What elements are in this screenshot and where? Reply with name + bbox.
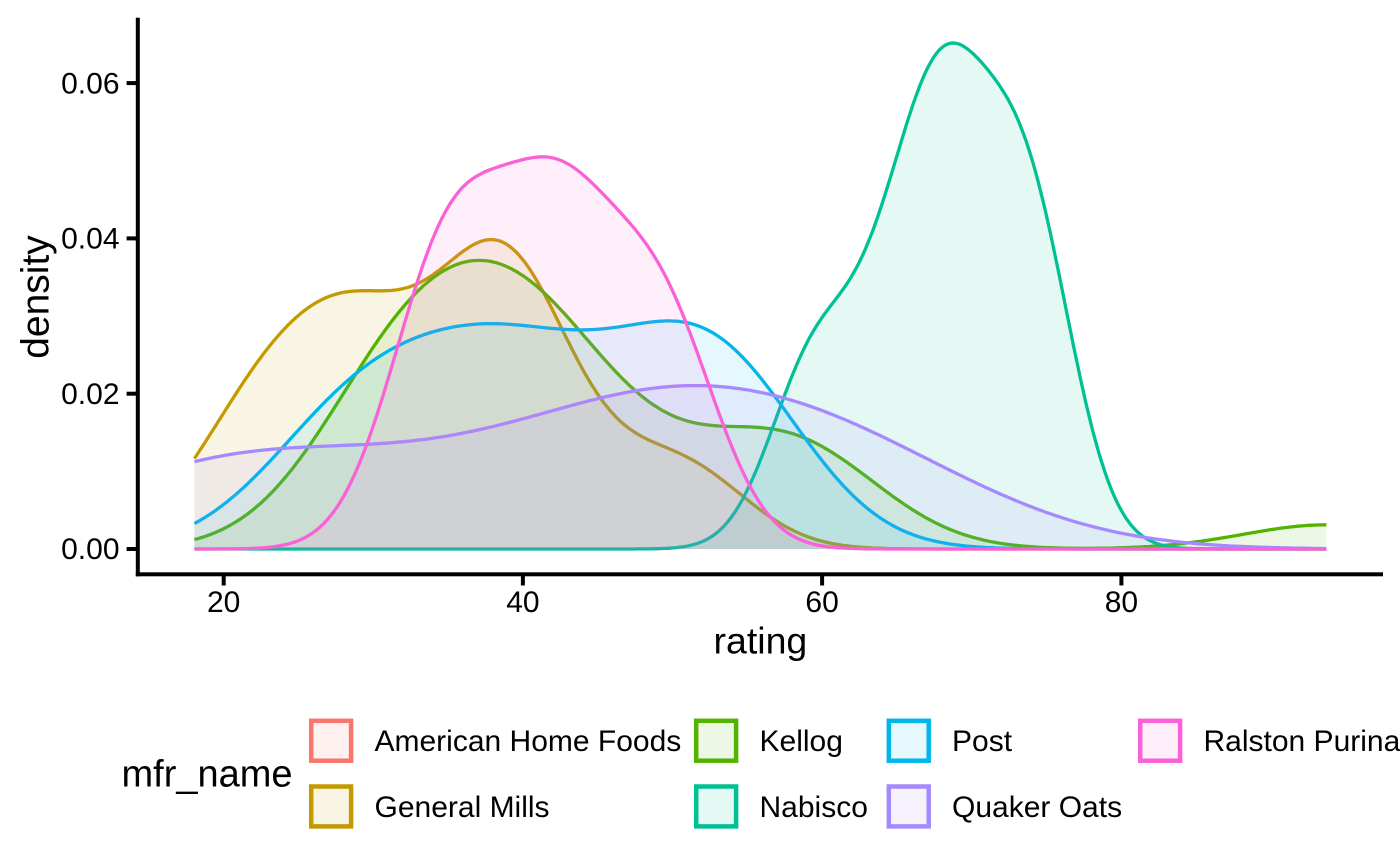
svg-text:40: 40 xyxy=(506,586,539,619)
svg-text:0.06: 0.06 xyxy=(61,67,119,100)
svg-text:Quaker Oats: Quaker Oats xyxy=(952,791,1122,824)
svg-text:American Home Foods: American Home Foods xyxy=(375,725,682,758)
svg-text:Post: Post xyxy=(952,725,1013,758)
svg-text:mfr_name: mfr_name xyxy=(122,753,293,795)
svg-text:density: density xyxy=(15,235,58,359)
svg-text:0.04: 0.04 xyxy=(61,223,119,256)
svg-text:Ralston Purina: Ralston Purina xyxy=(1204,725,1400,758)
svg-text:60: 60 xyxy=(805,586,838,619)
svg-text:rating: rating xyxy=(713,620,807,662)
svg-text:General Mills: General Mills xyxy=(375,791,550,824)
svg-text:0.00: 0.00 xyxy=(61,533,119,566)
svg-text:20: 20 xyxy=(207,586,240,619)
svg-text:80: 80 xyxy=(1105,586,1138,619)
svg-text:Nabisco: Nabisco xyxy=(760,791,868,824)
svg-text:0.02: 0.02 xyxy=(61,378,119,411)
svg-text:Kellog: Kellog xyxy=(760,725,843,758)
